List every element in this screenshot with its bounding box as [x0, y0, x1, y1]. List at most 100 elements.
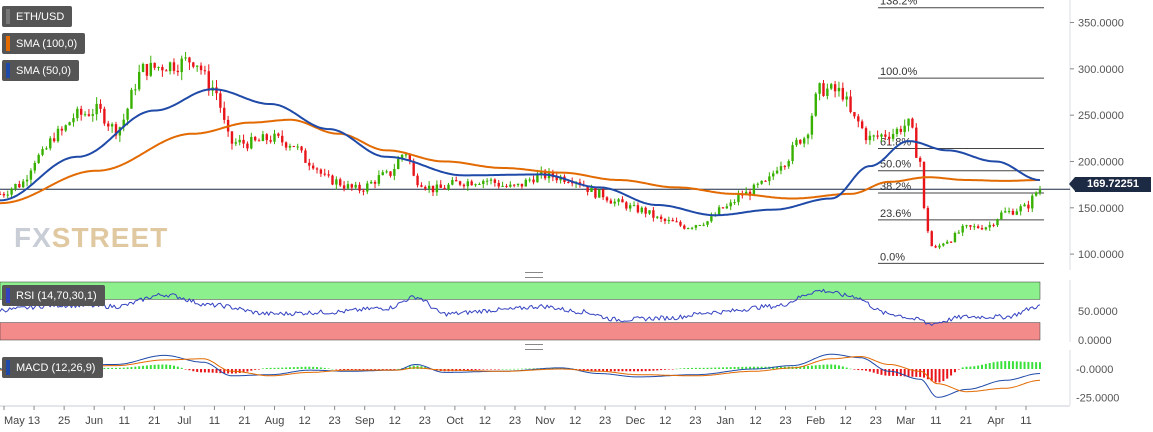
macd-hist-up [830, 364, 833, 369]
x-tick-label: 12 [389, 415, 401, 427]
macd-hist-up [1039, 362, 1041, 369]
candle-down [416, 175, 419, 186]
macd-chart[interactable]: -0.0000 -25.0000 [0, 350, 1153, 405]
candle-down [107, 123, 110, 127]
candle-down [462, 184, 466, 187]
macd-hist-down [586, 369, 589, 371]
candle-up [250, 136, 253, 149]
macd-hist-down [200, 369, 203, 373]
macd-hist-up [559, 367, 562, 369]
macd-hist-up [965, 366, 968, 369]
candle-up [942, 243, 945, 246]
macd-hist-up [841, 366, 844, 369]
candle-up [656, 216, 659, 218]
macd-hist-down [238, 369, 241, 373]
macd-hist-up [111, 367, 114, 369]
macd-hist-down [354, 369, 357, 371]
candle-up [141, 64, 145, 72]
legend-rsi-label: RSI (14,70,30,1) [16, 289, 97, 302]
candle-down [424, 186, 427, 189]
legend-sma100: SMA (100,0) [2, 33, 86, 54]
macd-hist-up [691, 367, 694, 369]
candle-up [686, 228, 690, 230]
macd-hist-up [1023, 361, 1026, 369]
x-tick-label: 23 [689, 415, 701, 427]
candle-up [381, 172, 384, 176]
fib-level-label: 138.2% [880, 0, 918, 8]
macd-hist-up [149, 365, 152, 369]
macd-hist-down [915, 369, 918, 377]
candle-up [725, 206, 729, 209]
macd-hist-up [818, 364, 821, 369]
candle-down [103, 108, 106, 124]
macd-hist-up [285, 367, 288, 369]
macd-hist-down [339, 369, 342, 370]
macd-hist-up [138, 366, 141, 369]
macd-hist-up [749, 366, 752, 369]
macd-panel[interactable]: -0.0000 -25.0000 MACD (12,26,9) [0, 350, 1119, 405]
candle-up [613, 201, 616, 204]
price-panel[interactable]: 350.0000 300.0000 250.0000 200.0000 150.0000… [0, 0, 1124, 270]
pane-splitter-handle[interactable] [525, 344, 543, 350]
rsi-panel[interactable]: 50.0000 0.0000 RSI (14,70,30,1) [0, 280, 1118, 347]
macd-hist-down [490, 369, 493, 370]
macd-hist-up [520, 368, 523, 370]
candle-down [644, 207, 647, 214]
legend-macd-label: MACD (12,26,9) [16, 361, 96, 374]
candle-up [369, 181, 373, 184]
candle-down [265, 134, 268, 141]
macd-hist-down [578, 369, 581, 370]
candle-up [134, 89, 137, 91]
candle-up [76, 108, 79, 119]
candle-up [617, 199, 620, 202]
macd-hist-up [176, 366, 179, 369]
macd-hist-down [938, 369, 941, 383]
macd-hist-up [741, 366, 744, 369]
rsi-oversold-zone [0, 322, 1041, 341]
candle-up [961, 225, 964, 233]
macd-hist-down [919, 369, 922, 377]
candle-up [516, 183, 520, 186]
candle-up [68, 122, 71, 126]
candle-up [810, 115, 814, 135]
macd-hist-up [157, 364, 160, 369]
candle-down [458, 181, 462, 185]
candle-up [907, 118, 910, 126]
macd-hist-down [644, 369, 647, 372]
macd-hist-down [482, 369, 485, 370]
candle-up [1031, 195, 1034, 209]
macd-hist-down [370, 369, 373, 370]
candle-down [922, 161, 926, 209]
macd-hist-up [834, 364, 837, 369]
candle-up [694, 225, 698, 228]
macd-hist-up [412, 365, 415, 369]
candle-down [323, 173, 326, 175]
price-chart[interactable]: 350.0000 300.0000 250.0000 200.0000 150.0000… [0, 0, 1153, 270]
candle-down [918, 157, 922, 162]
macd-hist-up [826, 364, 829, 369]
x-tick-label: 21 [238, 415, 250, 427]
macd-hist-down [242, 369, 245, 373]
macd-hist-down [663, 369, 666, 370]
candle-up [72, 118, 75, 123]
pane-splitter-handle[interactable] [525, 272, 543, 278]
candle-down [292, 145, 296, 147]
x-tick-label: 21 [148, 415, 160, 427]
macd-hist-up [679, 368, 682, 369]
rsi-chart[interactable]: 50.0000 0.0000 [0, 280, 1153, 347]
x-tick-label: 12 [840, 415, 852, 427]
macd-hist-up [288, 367, 291, 369]
macd-hist-down [872, 369, 875, 373]
x-tick-label: Aug [265, 415, 285, 427]
candle-up [296, 146, 299, 148]
macd-hist-up [714, 367, 717, 369]
candle-up [938, 245, 941, 248]
macd-hist-down [621, 369, 624, 372]
x-tick-label: 11 [209, 415, 220, 427]
legend-swatch [6, 63, 10, 78]
candle-up [137, 71, 141, 90]
candle-down [652, 210, 655, 218]
candle-down [420, 185, 423, 187]
candle-down [570, 182, 574, 184]
candle-up [973, 226, 976, 228]
